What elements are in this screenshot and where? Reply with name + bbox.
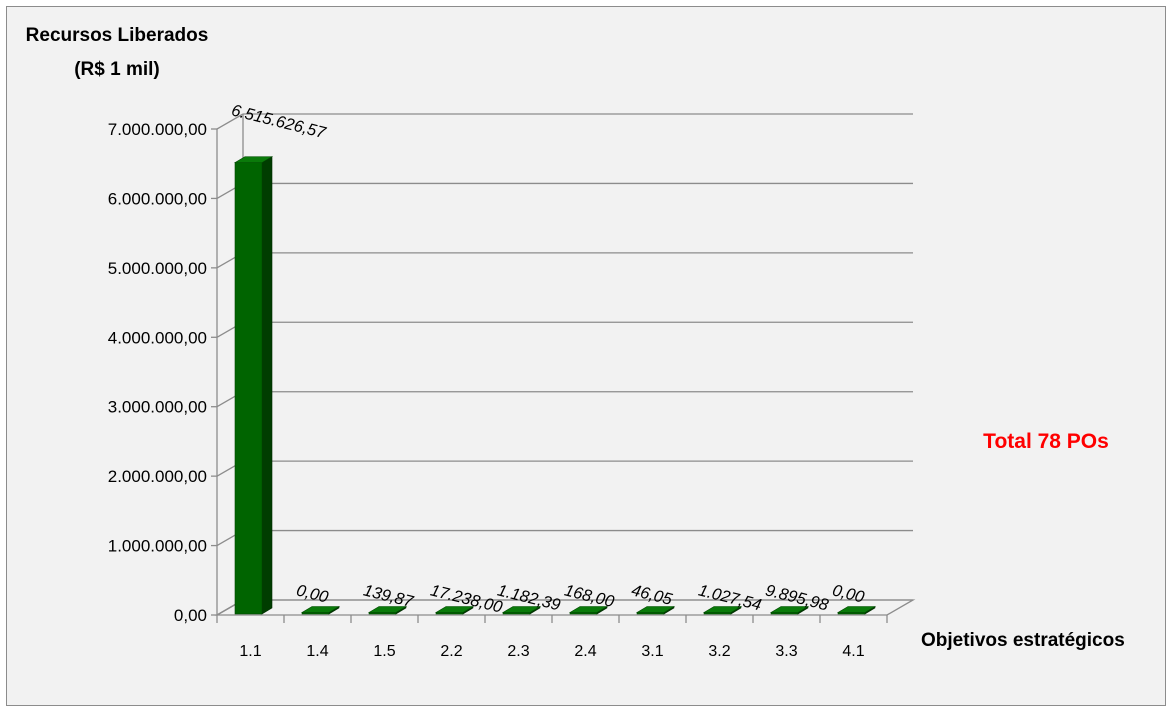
bar	[836, 605, 877, 615]
y-tick-label: 4.000.000,00	[108, 328, 207, 347]
bar-layer	[233, 156, 877, 615]
label-layer: 6.515.626,570,00 139,87 17.238,001.182,39 1…	[230, 101, 867, 616]
y-tick-label: 6.000.000,00	[108, 189, 207, 208]
bar	[367, 605, 408, 615]
grid-layer	[216, 113, 913, 616]
y-tick-label: 1.000.000,00	[108, 537, 207, 556]
bar-top-face	[501, 606, 542, 613]
bar-top-face	[836, 606, 877, 613]
chart-svg: 0,00 1.000.000,00 2.000.000,00 3.000.000,00…	[26, 25, 1125, 660]
bar-top-face	[769, 606, 810, 613]
y-tick-label: 0,00	[174, 606, 207, 625]
bar-top-face	[635, 606, 676, 613]
bar	[635, 605, 676, 615]
bar-top-face	[568, 606, 609, 613]
bar-top-face	[233, 156, 274, 163]
floor-plane	[214, 599, 916, 616]
bar-top-face	[434, 606, 475, 613]
data-label: 0,00	[831, 581, 867, 606]
bar	[769, 605, 810, 615]
y-tick-label: 5.000.000,00	[108, 259, 207, 278]
y-axis-title-line2: (R$ 1 mil)	[74, 59, 160, 80]
bar	[300, 605, 341, 615]
bar	[434, 605, 475, 615]
bar-top-face	[367, 606, 408, 613]
bar-side-face	[261, 156, 273, 615]
bar-top-face	[300, 606, 341, 613]
x-tick-label: 3.3	[775, 643, 797, 660]
x-tick-label: 2.2	[440, 643, 462, 660]
x-tick-label: 2.3	[507, 643, 529, 660]
data-label: 0,00	[295, 581, 331, 606]
data-label: 46,05	[630, 581, 675, 609]
y-tick-label: 7.000.000,00	[108, 120, 207, 139]
bar	[702, 605, 743, 615]
x-tick-label: 4.1	[842, 643, 864, 660]
bar-top-face	[702, 606, 743, 613]
x-tick-label: 3.2	[708, 643, 730, 660]
bar	[233, 156, 274, 615]
x-tick-label: 1.1	[239, 643, 261, 660]
x-axis-title: Objetivos estratégicos	[921, 630, 1125, 651]
y-tick-label: 3.000.000,00	[108, 398, 207, 417]
total-annotation: Total 78 POs	[983, 430, 1109, 453]
axis-layer: 0,00 1.000.000,00 2.000.000,00 3.000.000,00…	[108, 114, 916, 660]
y-axis-title-line1: Recursos Liberados	[26, 25, 209, 46]
data-label: 6.515.626,57	[230, 101, 329, 142]
x-tick-label: 1.4	[306, 643, 328, 660]
x-tick-label: 1.5	[373, 643, 395, 660]
x-tick-label: 3.1	[641, 643, 663, 660]
gridline-side	[216, 113, 244, 130]
bar	[568, 605, 609, 615]
x-tick-label: 2.4	[574, 643, 596, 660]
y-tick-label: 2.000.000,00	[108, 467, 207, 486]
bar	[501, 605, 542, 615]
bar-front-face	[234, 162, 263, 615]
chart-frame: 0,00 1.000.000,00 2.000.000,00 3.000.000,00…	[6, 6, 1166, 706]
